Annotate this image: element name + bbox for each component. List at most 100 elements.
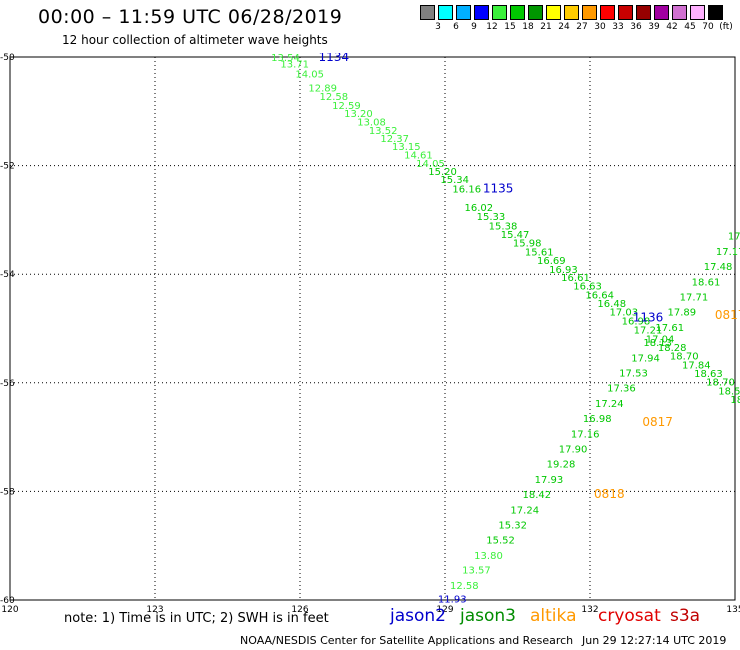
- wave-height-label: 16.69: [537, 256, 566, 267]
- colorbar-label: 9: [471, 22, 477, 32]
- wave-height-label: 16.61: [561, 273, 590, 284]
- colorbar-label: 42: [666, 22, 678, 32]
- wave-height-label: 15.33: [477, 212, 506, 223]
- wave-height-label: 17.94: [631, 353, 660, 364]
- colorbar-label: 27: [576, 22, 588, 32]
- pass-time-label: 1135: [483, 181, 514, 195]
- wave-height-label: 17.84: [682, 360, 711, 371]
- wave-height-label: 17.89: [668, 308, 697, 319]
- wave-height-label: 13.57: [462, 566, 491, 577]
- colorbar-label: 3: [435, 22, 441, 32]
- pass-time-label: 0817: [642, 415, 673, 429]
- pass-time-label: 0818: [594, 487, 625, 501]
- page-title: 00:00 – 11:59 UTC 06/28/2019: [38, 6, 343, 28]
- colorbar-label: 6: [453, 22, 459, 32]
- satellite-s3a: s3a: [670, 606, 701, 626]
- colorbar-swatch: [672, 5, 687, 20]
- footer-credit: NOAA/NESDIS Center for Satellite Applica…: [240, 634, 574, 647]
- wave-height-label: 13.71: [280, 60, 309, 71]
- wave-height-label: 11.93: [438, 594, 467, 605]
- colorbar-swatch: [492, 5, 507, 20]
- colorbar-label: 36: [630, 22, 642, 32]
- colorbar-swatch: [420, 5, 435, 20]
- colorbar-swatch: [474, 5, 489, 20]
- colorbar-label: 18: [522, 22, 534, 32]
- wave-height-label: 15.34: [440, 175, 469, 186]
- wave-height-label: 13.20: [344, 109, 373, 120]
- wave-height-label: 17.93: [535, 475, 564, 486]
- wave-height-label: 16.16: [452, 184, 481, 195]
- wave-height-label: 19.28: [547, 460, 576, 471]
- wave-height-label: 16.98: [583, 414, 612, 425]
- colorbar-swatch: [600, 5, 615, 20]
- wave-height-label: 12.37: [380, 134, 409, 145]
- colorbar-label: 12: [486, 22, 498, 32]
- wave-height-label: 13.54: [271, 53, 300, 64]
- lon-tick-label: 135: [726, 605, 740, 615]
- colorbar-label: 70: [702, 22, 714, 32]
- colorbar-label: 21: [540, 22, 552, 32]
- wave-height-label: 17.04: [646, 334, 675, 345]
- satellite-jason2: jason2: [390, 606, 446, 626]
- wave-height-label: 17.16: [571, 429, 600, 440]
- colorbar-swatch: [708, 5, 723, 20]
- wave-height-label: 17.48: [704, 262, 733, 273]
- wave-height-label: 18.13: [643, 338, 672, 349]
- colorbar-swatch: [582, 5, 597, 20]
- wave-height-label: 15.20: [428, 167, 457, 178]
- wave-height-label: 13.15: [392, 142, 421, 153]
- colorbar-swatch: [456, 5, 471, 20]
- lat-tick-label: -52: [0, 162, 15, 172]
- wave-height-label: 16.02: [465, 203, 494, 214]
- wave-height-label: 12.89: [308, 83, 337, 94]
- wave-height-label: 12.58: [450, 581, 479, 592]
- footer-timestamp: Jun 29 12:27:14 UTC 2019: [582, 634, 727, 647]
- wave-height-label: 14.05: [295, 69, 324, 80]
- wave-height-label: 16.93: [549, 265, 578, 276]
- wave-height-label: 13.08: [357, 118, 386, 129]
- wave-height-label: 18.58: [718, 386, 740, 397]
- lat-tick-label: -54: [0, 270, 15, 280]
- wave-height-label: 18.47: [730, 395, 740, 406]
- wave-height-label: 16.64: [585, 290, 614, 301]
- wave-height-label: 17.21: [634, 326, 663, 337]
- wave-height-label: 17.71: [680, 292, 709, 303]
- wave-height-label: 17.61: [655, 323, 684, 334]
- lat-tick-label: -60: [0, 596, 15, 606]
- wave-height-label: 14.05: [416, 159, 445, 170]
- page-subtitle: 12 hour collection of altimeter wave hei…: [62, 33, 328, 47]
- wave-height-label: 17.90: [559, 445, 588, 456]
- lat-tick-label: -50: [0, 53, 15, 63]
- lat-tick-label: -58: [0, 487, 15, 497]
- satellite-jason3: jason3: [460, 606, 516, 626]
- wave-height-label: 18.42: [523, 490, 552, 501]
- wave-height-label: 15.61: [525, 247, 554, 258]
- pass-time-label: 1136: [633, 311, 664, 325]
- lon-tick-label: 132: [581, 605, 598, 615]
- lon-tick-label: 123: [146, 605, 163, 615]
- map-frame: [9, 56, 736, 601]
- colorbar-label: 30: [594, 22, 606, 32]
- wave-height-label: 18.63: [694, 369, 723, 380]
- lon-tick-label: 126: [291, 605, 308, 615]
- wave-height-label: 17.24: [595, 399, 624, 410]
- pass-time-label: 0817: [715, 308, 740, 322]
- colorbar-label: 39: [648, 22, 660, 32]
- colorbar-swatch: [654, 5, 669, 20]
- colorbar-swatch: [564, 5, 579, 20]
- colorbar-label: 45: [684, 22, 696, 32]
- pass-time-label: 1134: [319, 50, 350, 64]
- wave-height-label: 15.98: [513, 239, 542, 250]
- wave-height-label: 18.61: [692, 277, 721, 288]
- colorbar-label: 24: [558, 22, 570, 32]
- footer-note: note: 1) Time is in UTC; 2) SWH is in fe…: [64, 611, 329, 626]
- colorbar-swatch: [618, 5, 633, 20]
- colorbar-swatch: [438, 5, 453, 20]
- wave-height-label: 13.80: [474, 551, 503, 562]
- colorbar-swatch: [636, 5, 651, 20]
- wave-height-label: 15.52: [486, 536, 515, 547]
- lon-tick-label: 129: [436, 605, 453, 615]
- colorbar-label: 33: [612, 22, 624, 32]
- wave-height-label: 18.70: [706, 378, 735, 389]
